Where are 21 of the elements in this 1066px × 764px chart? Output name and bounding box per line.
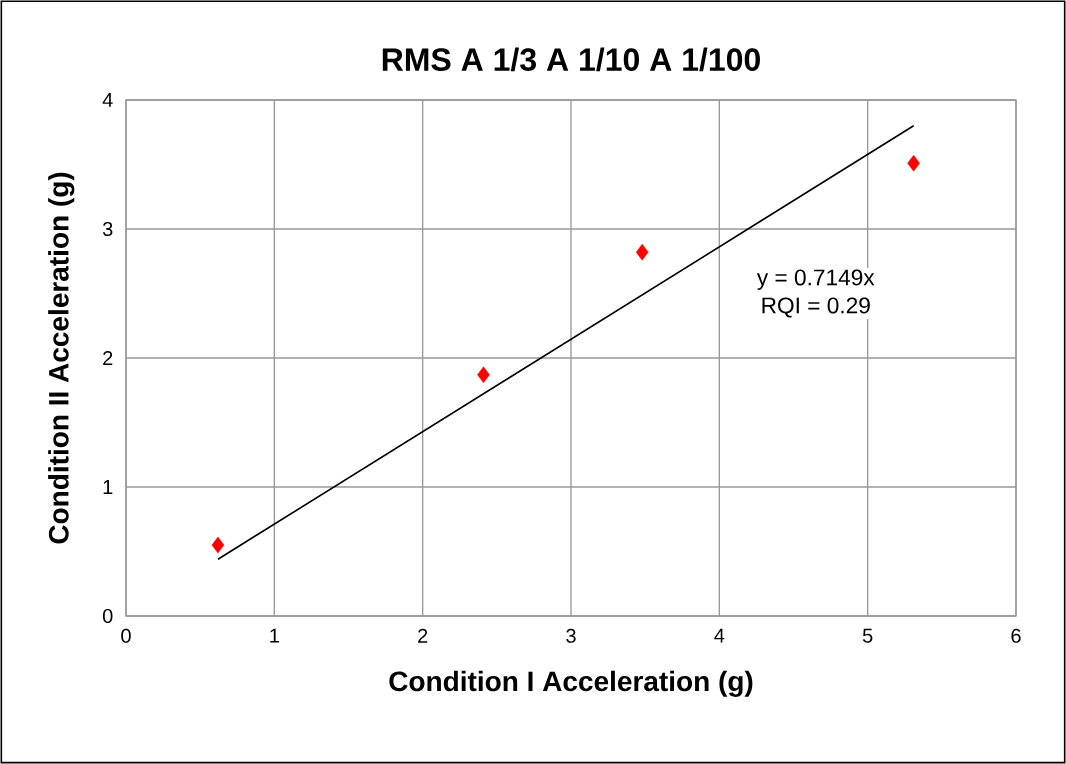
point [635, 243, 649, 261]
point [477, 366, 490, 384]
x-tick-label: 3 [566, 628, 576, 643]
chart-title: RMS A 1/3 A 1/10 A 1/100 [382, 47, 760, 72]
x-tick-label: 1 [270, 628, 279, 643]
y-tick-label: 2 [103, 351, 113, 365]
x-tick-label: 2 [418, 628, 428, 643]
y-tick-label: 1 [103, 480, 113, 494]
point [907, 154, 920, 172]
x-tick-label: 4 [714, 628, 725, 643]
point [211, 536, 225, 554]
y-axis-title: Condition II Acceleration (g) [48, 172, 75, 544]
x-axis-title: Condition I Acceleration (g) [389, 670, 753, 697]
x-tick-label: 0 [121, 628, 131, 643]
x-tick-label: 6 [1011, 628, 1021, 643]
y-tick-label: 3 [102, 221, 113, 237]
y-tick-label: 4 [102, 93, 113, 107]
annotation: y = 0.7149x [756, 269, 875, 290]
annotation: RQI = 0.29 [762, 297, 870, 318]
x-tick-label: 5 [862, 628, 873, 643]
y-tick-label: 0 [102, 608, 113, 624]
